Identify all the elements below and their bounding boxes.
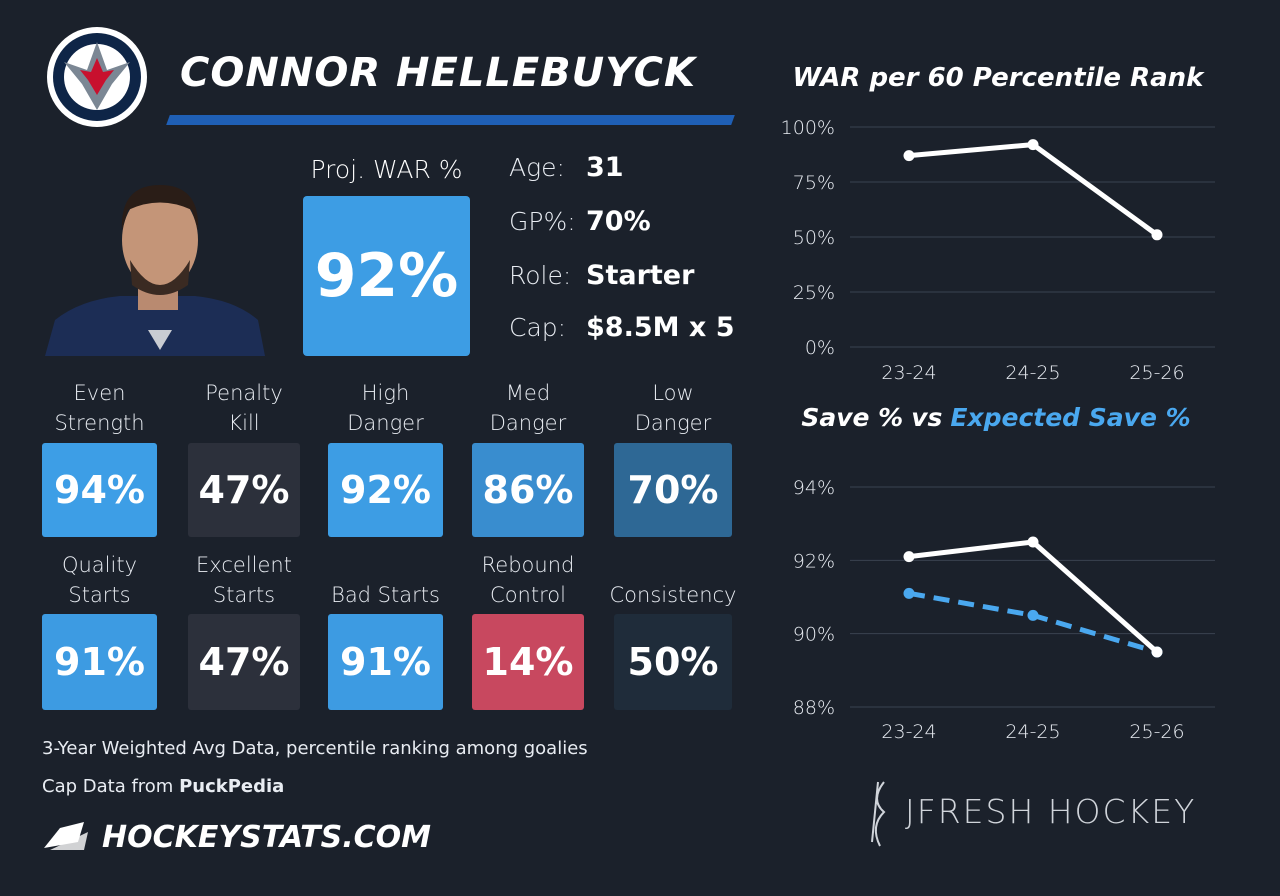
point	[903, 587, 915, 599]
chart-title: Save % vs Expected Save %	[801, 403, 1190, 432]
tile-label: Bad Starts	[311, 580, 461, 610]
tile-label-line: Med	[505, 381, 551, 405]
site-name: HOCKEYSTATS.COM	[102, 820, 432, 855]
stat-tile: 14%	[472, 614, 584, 710]
y-tick-label: 50%	[793, 227, 835, 249]
tile-label-line: Danger	[634, 411, 712, 435]
tile-label: Penalty Kill	[169, 378, 319, 438]
stat-tile: 92%	[328, 443, 443, 537]
y-tick-label: 100%	[781, 117, 835, 139]
x-tick-label: 25-26	[1129, 362, 1184, 384]
chart-title: WAR per 60 Percentile Rank	[793, 63, 1206, 93]
player-photo	[45, 185, 265, 356]
x-tick-label: 25-26	[1129, 721, 1184, 743]
info-label: Age:	[509, 153, 565, 182]
tile-label-line: Quality	[61, 553, 138, 577]
title-joiner: vs	[911, 403, 942, 432]
x-tick-label: 23-24	[881, 721, 936, 743]
title-underline	[166, 115, 735, 125]
info-value: $8.5M x 5	[586, 312, 735, 343]
proj-tile: 92%	[303, 196, 470, 356]
brand-logo	[871, 781, 886, 847]
tile-label-line: Starts	[212, 583, 276, 607]
info-label: GP%:	[509, 207, 576, 236]
tile-label: High Danger	[311, 378, 461, 438]
tile-label-line: Danger	[347, 411, 424, 435]
series-line	[908, 142, 1159, 237]
y-tick-label: 88%	[793, 697, 835, 719]
stat-tile: 50%	[614, 614, 732, 710]
x-tick-label: 23-24	[881, 362, 936, 384]
tile-label-line: Bad Starts	[331, 583, 440, 607]
tile-label: Excellent Starts	[169, 550, 319, 610]
info-value: Starter	[586, 260, 695, 291]
tile-label: Quality Starts	[25, 550, 175, 610]
tile-label-line: Control	[490, 583, 566, 607]
legend-entry: Expected Save %	[950, 403, 1190, 432]
point	[1151, 646, 1163, 658]
footer-note: 3-Year Weighted Avg Data, percentile ran…	[42, 738, 588, 759]
y-tick-label: 25%	[793, 282, 835, 304]
player-name: CONNOR HELLEBUYCK	[180, 50, 697, 96]
tile-label-line: Kill	[228, 411, 260, 435]
team-logo	[47, 27, 147, 127]
tile-label-line: Rebound	[481, 553, 575, 577]
tile-label-line: Penalty	[205, 381, 283, 405]
stat-tile: 70%	[614, 443, 732, 537]
proj-label: Proj. WAR %	[310, 155, 463, 184]
tile-label: Med Danger	[453, 378, 603, 438]
tile-label-line: Consistency	[609, 583, 737, 607]
tile-label: Rebound Control	[453, 550, 603, 610]
y-tick-label: 90%	[793, 624, 835, 646]
brand-name: JFRESH HOCKEY	[905, 792, 1197, 831]
cap-note: Cap Data from PuckPedia	[42, 776, 284, 797]
tile-label-line: Even	[73, 381, 126, 405]
point	[1027, 536, 1039, 548]
y-tick-label: 75%	[793, 172, 835, 194]
point	[1027, 609, 1039, 621]
y-tick-label: 92%	[793, 550, 835, 572]
stat-tile: 47%	[188, 443, 300, 537]
tile-label-line: Starts	[68, 583, 131, 607]
x-tick-label: 24-25	[1005, 362, 1060, 384]
site-logo	[44, 822, 88, 850]
info-value: 70%	[586, 206, 651, 237]
cap-source: PuckPedia	[179, 776, 285, 797]
info-value: 31	[586, 152, 624, 183]
tile-label-line: Low	[652, 381, 694, 405]
stat-tile: 94%	[42, 443, 157, 537]
tile-label-line: Excellent	[196, 553, 292, 577]
y-tick-label: 0%	[805, 337, 835, 359]
legend-entry: Save %	[801, 403, 903, 432]
tile-label: Even Strength	[25, 378, 175, 438]
tile-label-line: Danger	[489, 411, 567, 435]
tile-label: Low Danger	[598, 378, 748, 438]
cap-prefix: Cap Data from	[42, 776, 174, 797]
x-tick-label: 24-25	[1005, 721, 1060, 743]
point	[903, 551, 915, 563]
point	[1151, 229, 1163, 241]
y-tick-label: 94%	[793, 477, 835, 499]
series-line	[908, 539, 1159, 654]
info-label: Cap:	[509, 313, 567, 342]
stat-tile: 91%	[42, 614, 157, 710]
tile-label: Consistency	[598, 580, 748, 610]
info-label: Role:	[509, 261, 572, 290]
stat-tile: 86%	[472, 443, 584, 537]
stat-tile: 47%	[188, 614, 300, 710]
tile-label-line: High	[361, 381, 410, 405]
point	[903, 150, 915, 162]
tile-label-line: Strength	[54, 411, 145, 435]
series-line	[908, 590, 1158, 655]
stat-tile: 91%	[328, 614, 443, 710]
point	[1027, 139, 1039, 151]
